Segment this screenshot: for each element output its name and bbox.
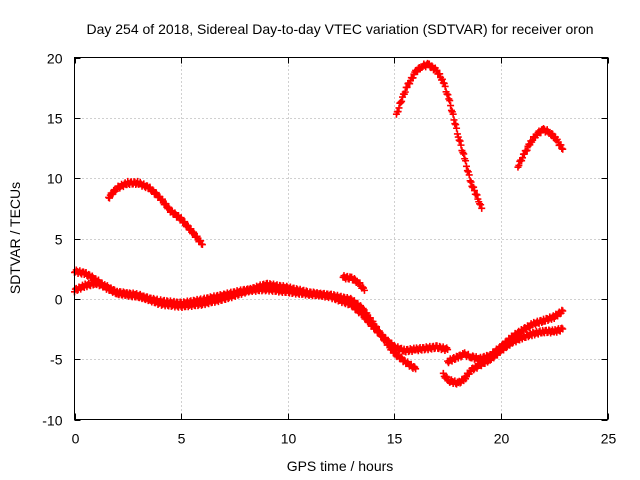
data-point bbox=[412, 365, 420, 373]
data-point bbox=[441, 82, 449, 90]
y-tick-label: -10 bbox=[42, 413, 62, 429]
data-point bbox=[559, 145, 567, 153]
chart-title: Day 254 of 2018, Sidereal Day-to-day VTE… bbox=[86, 21, 593, 37]
data-point bbox=[438, 75, 446, 83]
data-point bbox=[403, 83, 411, 91]
x-tick-label: 10 bbox=[281, 431, 297, 447]
data-point bbox=[197, 237, 205, 245]
axis-ticks: 0 5 10 15 20 25 -10 -5 0 5 10 15 20 bbox=[42, 51, 616, 447]
data-point bbox=[558, 324, 566, 332]
data-point bbox=[454, 133, 462, 141]
data-point bbox=[190, 228, 198, 236]
data-point bbox=[523, 146, 531, 154]
data-points bbox=[71, 59, 567, 388]
series-arc-7 bbox=[444, 306, 567, 367]
data-point bbox=[557, 141, 565, 149]
data-point bbox=[459, 149, 467, 157]
x-axis-label: GPS time / hours bbox=[287, 458, 394, 474]
x-tick-label: 20 bbox=[494, 431, 510, 447]
series-arc-3 bbox=[71, 278, 452, 356]
data-point bbox=[467, 178, 475, 186]
data-point bbox=[473, 191, 481, 199]
plot-frame bbox=[74, 57, 608, 420]
x-tick-label: 25 bbox=[601, 431, 617, 447]
data-point bbox=[466, 177, 474, 185]
data-point bbox=[453, 124, 461, 132]
data-point bbox=[401, 88, 409, 96]
data-point bbox=[470, 183, 478, 191]
data-point bbox=[450, 116, 458, 124]
data-point bbox=[436, 70, 444, 78]
data-point bbox=[395, 104, 403, 112]
data-point bbox=[447, 102, 455, 110]
data-point bbox=[451, 120, 459, 128]
data-point bbox=[515, 161, 523, 169]
data-point bbox=[446, 97, 454, 105]
x-tick-label: 15 bbox=[387, 431, 403, 447]
data-point bbox=[559, 307, 567, 315]
data-point bbox=[452, 121, 460, 129]
grid-lines bbox=[74, 57, 608, 420]
data-point bbox=[443, 373, 451, 381]
y-tick-label: -5 bbox=[50, 352, 63, 368]
data-point bbox=[198, 241, 206, 249]
y-tick-label: 20 bbox=[47, 51, 63, 67]
data-point bbox=[181, 218, 189, 226]
data-point bbox=[394, 108, 402, 116]
data-point bbox=[447, 106, 455, 114]
y-tick-label: 5 bbox=[55, 232, 63, 248]
data-point bbox=[359, 310, 367, 318]
x-tick-label: 5 bbox=[178, 431, 186, 447]
data-point bbox=[470, 187, 478, 195]
series-arc-1 bbox=[105, 177, 206, 249]
data-point bbox=[409, 74, 417, 82]
data-point bbox=[478, 204, 486, 212]
y-axis-label: SDTVAR / TECUs bbox=[7, 182, 23, 294]
data-point bbox=[455, 136, 463, 144]
series-arc-5 bbox=[392, 59, 486, 212]
data-point bbox=[462, 157, 470, 165]
data-point bbox=[463, 167, 471, 175]
data-point bbox=[456, 137, 464, 145]
y-tick-label: 0 bbox=[55, 292, 63, 308]
data-point bbox=[457, 141, 465, 149]
data-point bbox=[559, 325, 567, 333]
data-point bbox=[397, 98, 405, 106]
data-point bbox=[462, 162, 470, 170]
series-arc-8 bbox=[514, 125, 567, 171]
data-point bbox=[465, 171, 473, 179]
data-point bbox=[360, 286, 368, 294]
data-point bbox=[460, 150, 468, 158]
x-tick-label: 0 bbox=[72, 431, 80, 447]
data-point bbox=[477, 201, 485, 209]
data-point bbox=[519, 154, 527, 162]
data-point bbox=[183, 221, 191, 229]
y-tick-label: 15 bbox=[47, 111, 63, 127]
data-point bbox=[149, 186, 157, 194]
data-point bbox=[444, 346, 452, 354]
data-point bbox=[487, 352, 495, 360]
data-point bbox=[444, 91, 452, 99]
y-tick-label: 10 bbox=[47, 171, 63, 187]
data-point bbox=[384, 336, 392, 344]
series-arc-4 bbox=[339, 272, 368, 294]
data-point bbox=[476, 200, 484, 208]
data-point bbox=[398, 97, 406, 105]
data-point bbox=[356, 279, 364, 287]
data-point bbox=[449, 110, 457, 118]
